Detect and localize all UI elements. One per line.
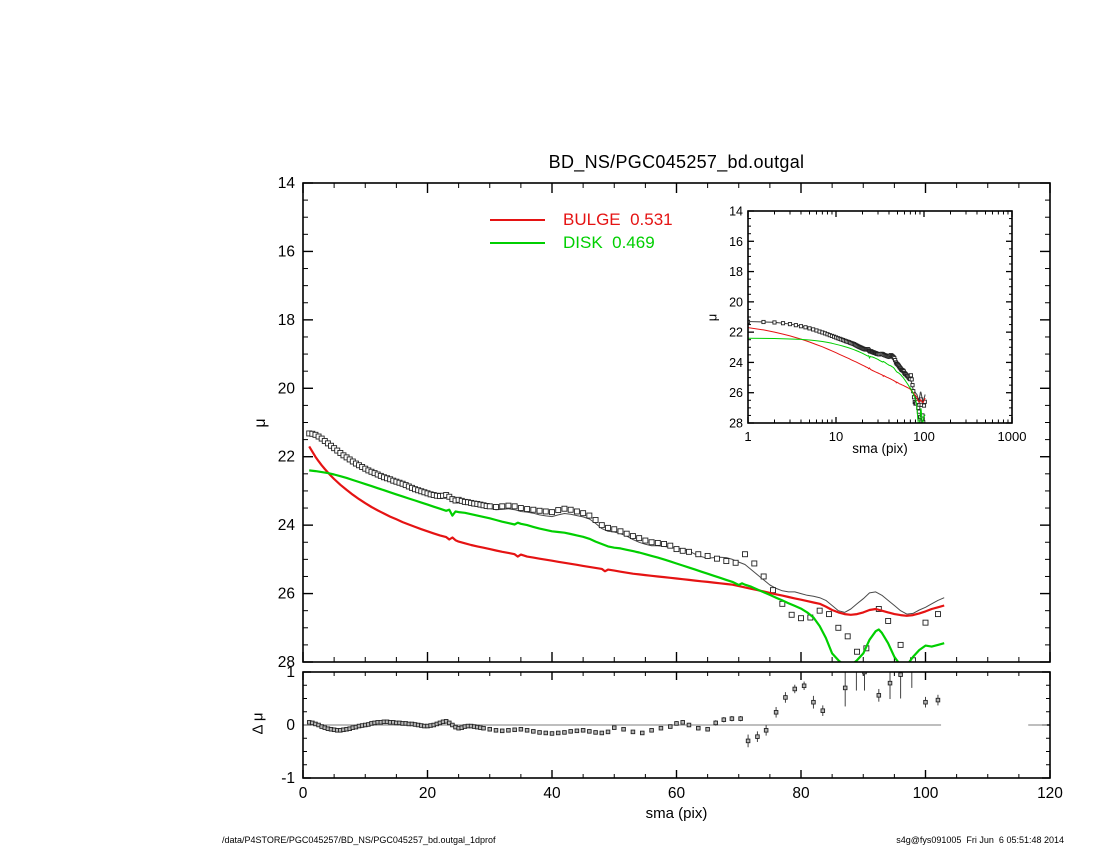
tick-label: 18	[278, 312, 295, 329]
footer-file-path: /data/P4STORE/PGC045257/BD_NS/PGC045257_…	[222, 835, 496, 845]
tick-label: 14	[278, 175, 296, 192]
legend-item-disk: DISK 0.469	[490, 233, 655, 253]
tick-label: 28	[729, 417, 743, 431]
residual-plot-frame	[302, 671, 1051, 779]
inset-y-axis-label: μ	[704, 313, 720, 322]
main-plot: 14 16 18 20 22 24 26 28	[278, 175, 1051, 671]
tick-label: 16	[729, 235, 743, 249]
main-plot-frame	[302, 182, 1051, 663]
tick-label: 0	[286, 717, 295, 734]
tick-label: 1	[286, 664, 295, 681]
tick-label: 100	[913, 429, 935, 444]
tick-label: 20	[278, 380, 296, 397]
tick-label: 24	[278, 517, 296, 534]
tick-label: 14	[729, 205, 743, 219]
tick-label: 18	[729, 265, 743, 279]
inset-x-axis-label: sma (pix)	[852, 441, 908, 456]
tick-label: 10	[829, 429, 843, 444]
tick-label: 1	[744, 429, 751, 444]
footer-user-timestamp: s4g@fys091005 Fri Jun 6 05:51:48 2014	[896, 835, 1064, 845]
tick-label: -1	[281, 770, 295, 787]
bulge-line-swatch	[490, 219, 545, 221]
tick-label: 22	[278, 449, 295, 466]
tick-label: 28	[278, 654, 295, 671]
residual-x-axis-label: sma (pix)	[645, 805, 708, 822]
tick-label: 120	[1037, 785, 1063, 802]
bulge-legend-label: BULGE 0.531	[563, 210, 673, 229]
disk-legend-label: DISK 0.469	[563, 233, 655, 252]
inset-plot: 1 10 100 1000 14 16 18 20 22 24 26 28	[729, 205, 1026, 445]
plot-title: BD_NS/PGC045257_bd.outgal	[548, 152, 805, 172]
tick-label: 40	[543, 785, 561, 802]
residual-series	[306, 672, 941, 748]
residual-y-axis-label: Δ μ	[249, 712, 267, 735]
tick-label: 22	[729, 326, 743, 340]
main-y-axis-label: μ	[252, 418, 269, 428]
tick-label: 24	[729, 356, 743, 370]
tick-label: 0	[299, 785, 308, 802]
tick-label: 26	[729, 386, 743, 400]
legend-item-bulge: BULGE 0.531	[490, 210, 673, 230]
tick-label: 26	[278, 586, 295, 603]
tick-label: 20	[419, 785, 437, 802]
tick-label: 20	[729, 295, 743, 309]
inset-plot-frame	[747, 210, 1013, 424]
disk-line-swatch	[490, 242, 545, 244]
tick-label: 60	[668, 785, 686, 802]
tick-label: 16	[278, 243, 295, 260]
tick-label: 100	[913, 785, 939, 802]
tick-label: 80	[792, 785, 810, 802]
tick-label: 1000	[998, 429, 1027, 444]
